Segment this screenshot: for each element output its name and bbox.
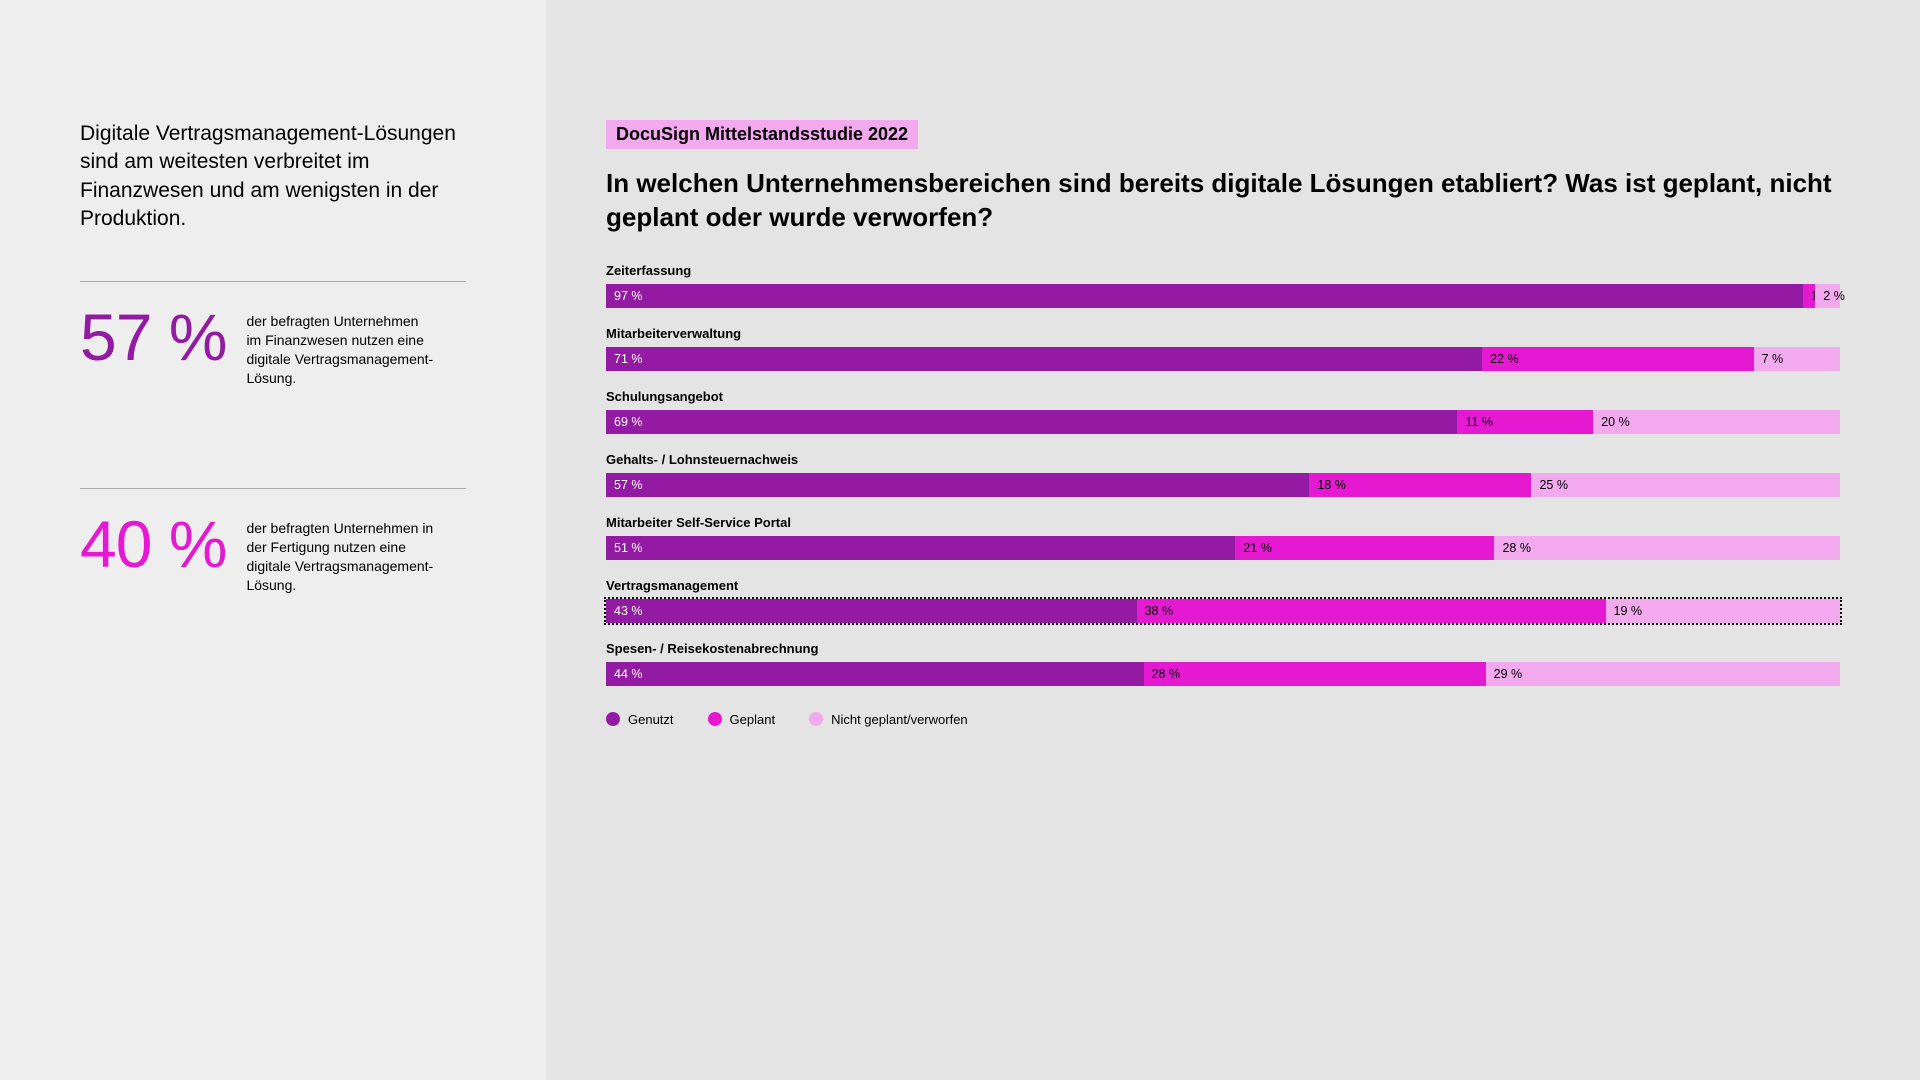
row-label: Vertragsmanagement (606, 578, 1840, 593)
bar-track: 69 %11 %20 % (606, 410, 1840, 434)
intro-text: Digitale Vertragsmanagement-Lösungen sin… (80, 120, 466, 233)
row-label: Zeiterfassung (606, 263, 1840, 278)
left-panel: Digitale Vertragsmanagement-Lösungen sin… (0, 0, 546, 1080)
bar-segment: 25 % (1531, 473, 1840, 497)
stat-desc-1: der befragten Unternehmen in der Fertigu… (246, 511, 436, 595)
row-label: Spesen- / Reisekostenabrechnung (606, 641, 1840, 656)
bar-track: 57 %18 %25 % (606, 473, 1840, 497)
stat-value-1: 40 % (80, 511, 226, 577)
legend-label: Genutzt (628, 712, 674, 727)
legend-item: Geplant (708, 712, 776, 727)
legend-label: Nicht geplant/verworfen (831, 712, 968, 727)
chart-row: Vertragsmanagement 43 %38 %19 % (606, 578, 1840, 623)
legend: Genutzt Geplant Nicht geplant/verworfen (606, 712, 1840, 727)
bar-track: 71 %22 %7 % (606, 347, 1840, 371)
bar-track: 44 %28 %29 % (606, 662, 1840, 686)
bar-track: 97 %1 %2 % (606, 284, 1840, 308)
bar-segment: 29 % (1486, 662, 1840, 686)
bar-segment: 2 % (1815, 284, 1840, 308)
bar-segment: 11 % (1457, 410, 1593, 434)
stat-desc-0: der befragten Unternehmen im Finanzwesen… (246, 304, 436, 388)
stat-block-0: 57 % der befragten Unternehmen im Finanz… (80, 281, 466, 388)
bar-segment: 28 % (1494, 536, 1840, 560)
bar-segment: 69 % (606, 410, 1457, 434)
bar-segment: 71 % (606, 347, 1482, 371)
bar-segment: 97 % (606, 284, 1803, 308)
chart-rows: Zeiterfassung 97 %1 %2 % Mitarbeiterverwal… (606, 263, 1840, 686)
chart-row: Schulungsangebot 69 %11 %20 % (606, 389, 1840, 434)
chart-title: In welchen Unternehmensbereichen sind be… (606, 167, 1840, 235)
chart-row: Mitarbeiter Self-Service Portal 51 %21 %2… (606, 515, 1840, 560)
study-badge: DocuSign Mittelstandsstudie 2022 (606, 120, 918, 149)
row-label: Schulungsangebot (606, 389, 1840, 404)
right-panel: DocuSign Mittelstandsstudie 2022 In welc… (546, 0, 1920, 1080)
bar-segment: 38 % (1137, 599, 1606, 623)
bar-segment: 1 % (1803, 284, 1815, 308)
stat-block-1: 40 % der befragten Unternehmen in der Fe… (80, 488, 466, 595)
bar-segment: 18 % (1309, 473, 1531, 497)
chart-row: Zeiterfassung 97 %1 %2 % (606, 263, 1840, 308)
legend-swatch (606, 712, 620, 726)
bar-segment: 43 % (606, 599, 1137, 623)
stat-value-0: 57 % (80, 304, 226, 370)
legend-label: Geplant (730, 712, 776, 727)
bar-segment: 19 % (1606, 599, 1840, 623)
row-label: Gehalts- / Lohnsteuernachweis (606, 452, 1840, 467)
legend-item: Genutzt (606, 712, 674, 727)
bar-segment: 57 % (606, 473, 1309, 497)
bar-segment: 44 % (606, 662, 1144, 686)
bar-segment: 28 % (1144, 662, 1486, 686)
bar-segment: 21 % (1235, 536, 1494, 560)
legend-item: Nicht geplant/verworfen (809, 712, 968, 727)
bar-track: 43 %38 %19 % (606, 599, 1840, 623)
bar-segment: 22 % (1482, 347, 1753, 371)
bar-segment: 7 % (1754, 347, 1840, 371)
bar-segment: 20 % (1593, 410, 1840, 434)
chart-row: Gehalts- / Lohnsteuernachweis 57 %18 %25 … (606, 452, 1840, 497)
row-label: Mitarbeiterverwaltung (606, 326, 1840, 341)
chart-row: Spesen- / Reisekostenabrechnung 44 %28 %2… (606, 641, 1840, 686)
row-label: Mitarbeiter Self-Service Portal (606, 515, 1840, 530)
bar-segment: 51 % (606, 536, 1235, 560)
chart-row: Mitarbeiterverwaltung 71 %22 %7 % (606, 326, 1840, 371)
legend-swatch (809, 712, 823, 726)
legend-swatch (708, 712, 722, 726)
bar-track: 51 %21 %28 % (606, 536, 1840, 560)
